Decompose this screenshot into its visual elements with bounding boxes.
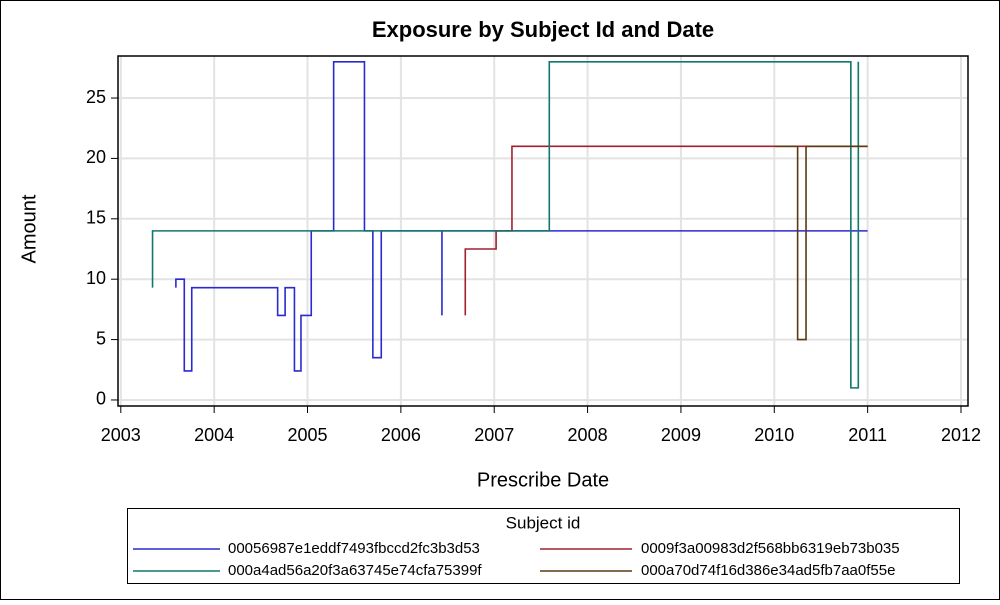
- y-tick-label: 10: [86, 268, 106, 288]
- legend-label: 000a4ad56a20f3a63745e74cfa75399f: [228, 562, 482, 579]
- x-tick-label: 2011: [848, 425, 887, 445]
- y-axis-label: Amount: [18, 194, 40, 263]
- chart-title: Exposure by Subject Id and Date: [372, 17, 714, 42]
- x-tick-label: 2007: [474, 425, 514, 445]
- x-tick-label: 2009: [661, 425, 701, 445]
- x-tick-label: 2006: [381, 425, 421, 445]
- series-line: [175, 60, 868, 372]
- y-tick-label: 5: [96, 328, 106, 348]
- legend-label: 00056987e1eddf7493fbccd2fc3b3d53: [228, 540, 480, 557]
- x-tick-label: 2004: [194, 425, 234, 445]
- y-tick-label: 15: [86, 208, 106, 228]
- y-tick-label: 25: [86, 87, 106, 107]
- y-tick-label: 20: [86, 147, 106, 167]
- x-tick-label: 2008: [568, 425, 608, 445]
- x-axis-label: Prescribe Date: [477, 469, 609, 491]
- x-tick-label: 2005: [287, 425, 327, 445]
- legend-box: [127, 508, 960, 584]
- x-tick-label: 2003: [101, 425, 141, 445]
- plot-frame: [117, 55, 969, 407]
- legend-title: Subject id: [506, 513, 581, 532]
- x-tick-label: 2012: [941, 425, 981, 445]
- series-line: [775, 145, 868, 341]
- legend-label: 0009f3a00983d2f568bb6319eb73b035: [641, 540, 900, 557]
- y-tick-label: 0: [96, 389, 106, 409]
- legend-label: 000a70d74f16d386e34ad5fb7aa0f55e: [641, 562, 895, 579]
- x-tick-label: 2010: [754, 425, 794, 445]
- series-line: [151, 60, 860, 389]
